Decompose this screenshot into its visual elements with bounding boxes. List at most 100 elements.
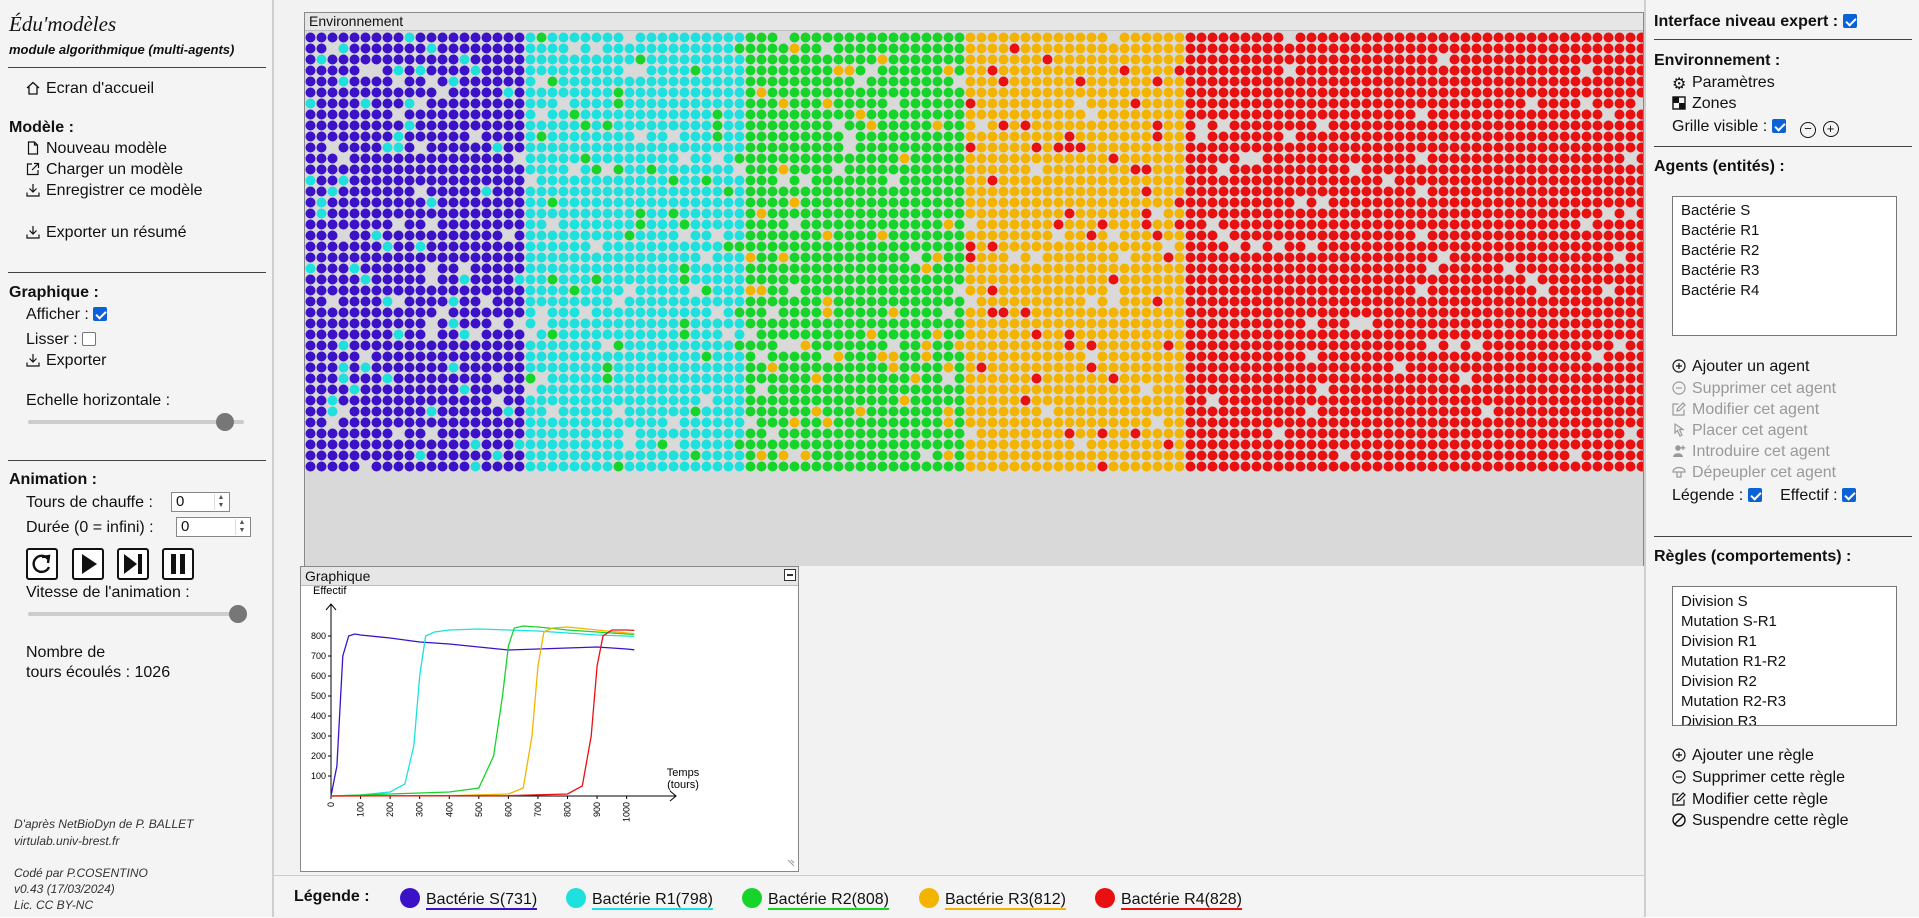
- edit-agent-button[interactable]: Modifier cet agent: [1672, 401, 1819, 419]
- export-graph-button[interactable]: Exporter: [26, 352, 106, 370]
- effectif-checkbox[interactable]: [1842, 488, 1857, 502]
- suspend-rule-button[interactable]: Suspendre cette règle: [1672, 812, 1849, 830]
- warmup-input[interactable]: 0 ▲ ▼: [171, 492, 230, 512]
- agent-cell: [1053, 296, 1064, 307]
- step-button[interactable]: [117, 548, 149, 580]
- agent-cell: [1438, 318, 1449, 329]
- legend-checkbox[interactable]: [1747, 488, 1762, 502]
- agent-cell: [1262, 461, 1273, 472]
- agent-cell: [1570, 395, 1581, 406]
- agent-cell: [1339, 318, 1350, 329]
- zones-button[interactable]: Zones: [1672, 95, 1736, 113]
- speed-slider[interactable]: [28, 605, 247, 623]
- agent-cell: [1152, 384, 1163, 395]
- introduce-agent-button[interactable]: Introduire cet agent: [1672, 443, 1830, 461]
- agent-cell: [778, 252, 789, 263]
- legend-item-r1[interactable]: Bactérie R1(798): [566, 888, 713, 910]
- legend-item-r2[interactable]: Bactérie R2(808): [742, 888, 889, 910]
- agent-cell: [965, 54, 976, 65]
- agent-cell: [701, 98, 712, 109]
- agent-cell: [1625, 461, 1636, 472]
- minimize-icon[interactable]: [784, 569, 796, 581]
- edit-rule-button[interactable]: Modifier cette règle: [1672, 791, 1828, 809]
- agent-cell: [448, 362, 459, 373]
- agent-cell: [1152, 230, 1163, 241]
- agent-cell: [789, 373, 800, 384]
- agent-cell: [1449, 329, 1460, 340]
- list-item[interactable]: Bactérie R2: [1681, 242, 1760, 259]
- slider-thumb[interactable]: [215, 413, 234, 431]
- list-item[interactable]: Bactérie R1: [1681, 222, 1760, 239]
- depopulate-agent-button[interactable]: Dépeupler cet agent: [1672, 464, 1836, 482]
- play-button[interactable]: [72, 548, 104, 580]
- reset-button[interactable]: [26, 548, 58, 580]
- list-item[interactable]: Bactérie S: [1681, 202, 1751, 219]
- agent-cell: [503, 54, 514, 65]
- rules-list[interactable]: Division S Mutation S-R1 Division R1 Mut…: [1672, 586, 1897, 726]
- agent-cell: [1537, 318, 1548, 329]
- duration-input[interactable]: 0 ▲ ▼: [176, 517, 251, 537]
- add-agent-button[interactable]: Ajouter un agent: [1672, 358, 1809, 376]
- list-item[interactable]: Bactérie R3: [1681, 262, 1760, 279]
- agent-cell: [954, 417, 965, 428]
- show-graph-checkbox[interactable]: [93, 307, 108, 321]
- agent-cell: [1218, 131, 1229, 142]
- export-summary-button[interactable]: Exporter un résumé: [26, 224, 187, 242]
- zoom-out-icon[interactable]: −: [1800, 122, 1817, 138]
- legend-item-r3[interactable]: Bactérie R3(812): [919, 888, 1066, 910]
- list-item[interactable]: Mutation R1-R2: [1681, 653, 1787, 670]
- pause-button[interactable]: [162, 548, 194, 580]
- list-item[interactable]: Division R1: [1681, 633, 1757, 650]
- agent-cell: [1427, 461, 1438, 472]
- delete-rule-button[interactable]: Supprimer cette règle: [1672, 769, 1845, 787]
- list-item[interactable]: Division R3: [1681, 713, 1757, 726]
- environment-grid[interactable]: [305, 31, 1643, 566]
- agent-cell: [1372, 241, 1383, 252]
- list-item[interactable]: Mutation R2-R3: [1681, 693, 1787, 710]
- agent-cell: [1262, 362, 1273, 373]
- agent-cell: [1548, 318, 1559, 329]
- agents-list[interactable]: Bactérie S Bactérie R1 Bactérie R2 Bacté…: [1672, 196, 1897, 336]
- save-model-button[interactable]: Enregistrer ce modèle: [26, 182, 203, 200]
- list-item[interactable]: Division R2: [1681, 673, 1757, 690]
- agent-cell: [1416, 373, 1427, 384]
- agent-cell: [613, 186, 624, 197]
- agent-cell: [954, 219, 965, 230]
- list-item[interactable]: Bactérie R4: [1681, 282, 1760, 299]
- agent-cell: [1064, 76, 1075, 87]
- place-agent-button[interactable]: Placer cet agent: [1672, 422, 1808, 440]
- agent-cell: [800, 65, 811, 76]
- spinner-icon[interactable]: ▲ ▼: [214, 494, 227, 510]
- agent-cell: [1207, 362, 1218, 373]
- spinner-icon[interactable]: ▲ ▼: [235, 519, 248, 535]
- x-tick-label: 200: [385, 802, 395, 817]
- home-link[interactable]: Ecran d'accueil: [26, 80, 154, 98]
- hscale-slider[interactable]: [28, 413, 244, 431]
- slider-thumb[interactable]: [228, 605, 247, 623]
- legend-item-s[interactable]: Bactérie S(731): [400, 888, 538, 910]
- add-rule-button[interactable]: Ajouter une règle: [1672, 747, 1814, 765]
- agent-cell: [1141, 296, 1152, 307]
- agent-cell: [1031, 219, 1042, 230]
- grid-checkbox[interactable]: [1771, 119, 1786, 133]
- delete-agent-button[interactable]: Supprimer cet agent: [1672, 380, 1836, 398]
- legend-item-r4[interactable]: Bactérie R4(828): [1095, 888, 1242, 910]
- new-model-button[interactable]: Nouveau modèle: [26, 140, 167, 158]
- agent-cell: [1438, 362, 1449, 373]
- zoom-in-icon[interactable]: +: [1822, 121, 1839, 137]
- agent-cell: [1339, 153, 1350, 164]
- list-item[interactable]: Division S: [1681, 593, 1748, 610]
- agent-cell: [932, 87, 943, 98]
- list-item[interactable]: Mutation S-R1: [1681, 613, 1777, 630]
- agent-cell: [844, 384, 855, 395]
- agent-cell: [855, 230, 866, 241]
- expert-checkbox[interactable]: [1842, 14, 1857, 28]
- agent-cell: [393, 54, 404, 65]
- agent-cell: [382, 263, 393, 274]
- params-button[interactable]: ⚙ Paramètres: [1672, 74, 1775, 93]
- load-model-button[interactable]: Charger un modèle: [26, 161, 183, 179]
- smooth-checkbox[interactable]: [82, 332, 97, 346]
- agent-cell: [921, 109, 932, 120]
- agent-cell: [1328, 395, 1339, 406]
- agent-cell: [1548, 153, 1559, 164]
